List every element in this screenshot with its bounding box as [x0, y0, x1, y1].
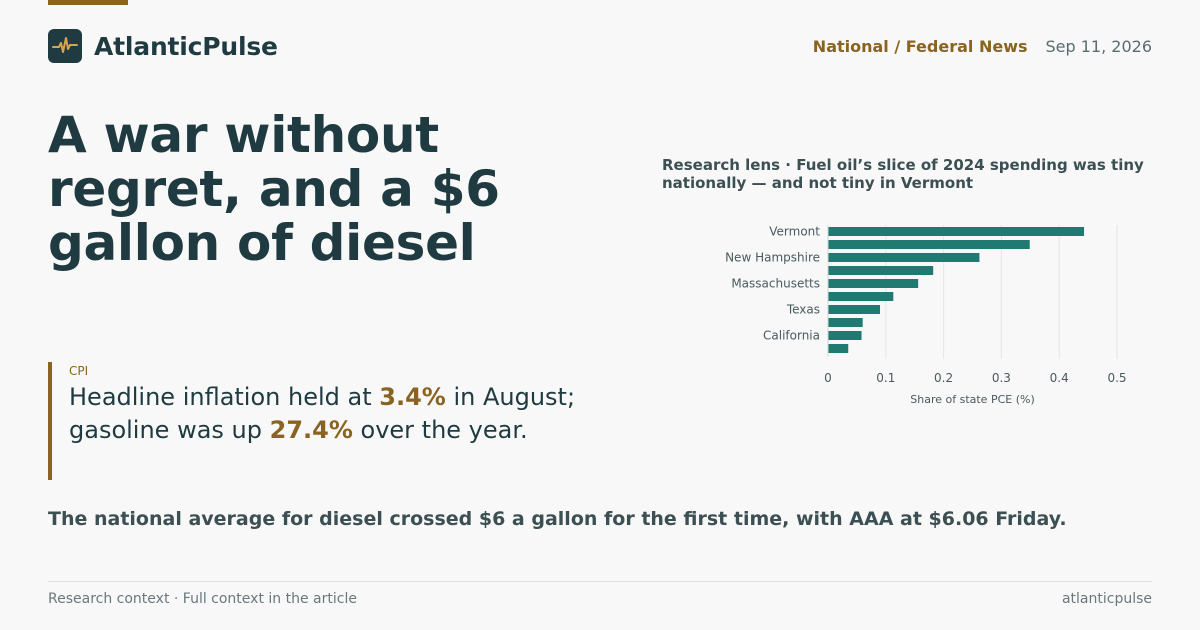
article-meta: National / Federal News Sep 11, 2026 [813, 37, 1152, 56]
bar [828, 227, 1085, 236]
top-accent-bar [48, 0, 128, 5]
bar [828, 292, 894, 301]
bar [828, 305, 881, 314]
footer-divider [48, 581, 1152, 582]
stat-tag: CPI [69, 364, 89, 378]
brand[interactable]: AtlanticPulse [48, 29, 278, 63]
stat-text: Headline inflation held at 3.4% in Augus… [69, 381, 628, 447]
fuel-oil-bar-chart: Vermont New Hampshire Massachusetts Texas Ca… [725, 225, 1126, 407]
brand-name: AtlanticPulse [94, 31, 278, 61]
chart-title: Research lens · Fuel oil’s slice of 2024… [662, 156, 1144, 192]
bar-label: Texas [786, 303, 820, 317]
stat-value-cpi: 3.4% [379, 383, 446, 411]
bar-label: Vermont [769, 225, 820, 239]
section-link[interactable]: National / Federal News [812, 37, 1028, 56]
publish-date: Sep 11, 2026 [1045, 37, 1153, 56]
bar [828, 331, 862, 340]
bar [828, 266, 934, 275]
x-tick-label: 0.4 [1050, 371, 1069, 385]
footer-site[interactable]: atlanticpulse [1061, 591, 1152, 607]
stat-value-gasoline: 27.4% [269, 416, 353, 444]
bar-label: Massachusetts [731, 277, 820, 291]
x-tick-label: 0 [824, 371, 832, 385]
x-axis-title: Share of state PCE (%) [910, 393, 1035, 406]
x-tick-label: 0.3 [992, 371, 1011, 385]
bar [828, 279, 919, 288]
headline: A war without regret, and a $6 gallon of… [48, 106, 500, 272]
bar [828, 253, 980, 262]
bar [828, 240, 1030, 249]
dek: The national average for diesel crossed … [48, 508, 1067, 530]
stat-suffix: over the year. [352, 416, 528, 444]
footer-context: Research context · Full context in the a… [48, 591, 357, 607]
stat-callout: CPI Headline inflation held at 3.4% in A… [48, 362, 628, 480]
bar-label: New Hampshire [725, 251, 820, 265]
x-tick-label: 0.5 [1107, 371, 1126, 385]
x-tick-label: 0.2 [934, 371, 953, 385]
stat-middle: in August; gasoline was up [69, 383, 576, 444]
bar-label: California [763, 329, 820, 343]
bar [828, 344, 849, 353]
pulse-icon [48, 29, 82, 63]
bar [828, 318, 863, 327]
stat-prefix: Headline inflation held at [69, 383, 380, 411]
x-tick-label: 0.1 [876, 371, 895, 385]
